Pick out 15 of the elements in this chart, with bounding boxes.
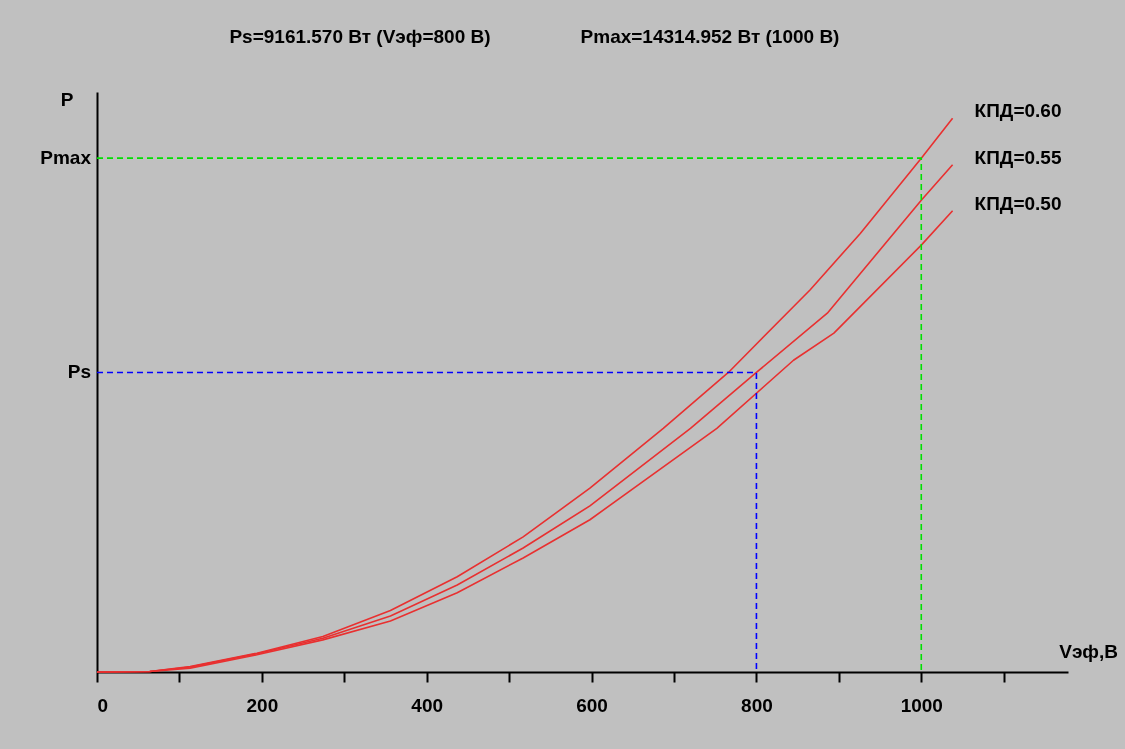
series-label: КПД=0.50 xyxy=(974,192,1062,214)
x-tick-label: 600 xyxy=(576,694,608,716)
x-tick-label: 200 xyxy=(246,694,279,716)
series-label: КПД=0.55 xyxy=(974,146,1062,168)
annotation: Ps xyxy=(67,361,91,383)
x-tick-label: 0 xyxy=(97,694,109,716)
x-tick-label: 1000 xyxy=(900,694,943,716)
x-tick-label: 400 xyxy=(411,694,444,716)
text: Pmax=14314.952 Вт (1000 В) xyxy=(580,26,840,47)
x-axis-title: Vэф,В xyxy=(1059,641,1118,662)
series-label: КПД=0.60 xyxy=(974,100,1062,122)
y-axis-title: P xyxy=(60,89,74,110)
text: Ps=9161.570 Вт (Vэф=800 В) xyxy=(229,26,491,47)
x-tick-label: 800 xyxy=(741,694,773,716)
annotation: Pmax xyxy=(40,147,92,169)
